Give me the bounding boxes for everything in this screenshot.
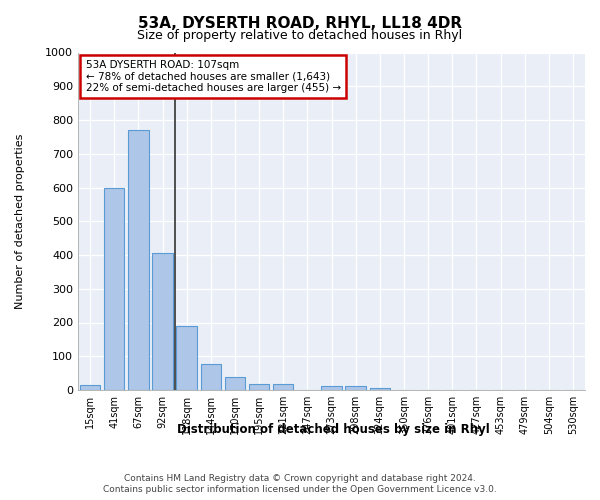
Bar [176, 326, 197, 390]
Text: 53A, DYSERTH ROAD, RHYL, LL18 4DR: 53A, DYSERTH ROAD, RHYL, LL18 4DR [138, 16, 462, 31]
Bar [370, 388, 390, 390]
Bar [224, 376, 245, 390]
Bar [152, 254, 173, 390]
Text: Contains HM Land Registry data © Crown copyright and database right 2024.: Contains HM Land Registry data © Crown c… [124, 474, 476, 483]
Bar [346, 386, 366, 390]
Bar [128, 130, 149, 390]
Text: Size of property relative to detached houses in Rhyl: Size of property relative to detached ho… [137, 29, 463, 42]
Bar [200, 364, 221, 390]
Bar [249, 384, 269, 390]
Text: Contains public sector information licensed under the Open Government Licence v3: Contains public sector information licen… [103, 485, 497, 494]
Bar [321, 386, 342, 390]
Bar [80, 385, 100, 390]
Text: Distribution of detached houses by size in Rhyl: Distribution of detached houses by size … [176, 422, 490, 436]
Text: 53A DYSERTH ROAD: 107sqm
← 78% of detached houses are smaller (1,643)
22% of sem: 53A DYSERTH ROAD: 107sqm ← 78% of detach… [86, 60, 341, 93]
Y-axis label: Number of detached properties: Number of detached properties [15, 134, 25, 309]
Bar [273, 384, 293, 390]
Bar [104, 188, 124, 390]
